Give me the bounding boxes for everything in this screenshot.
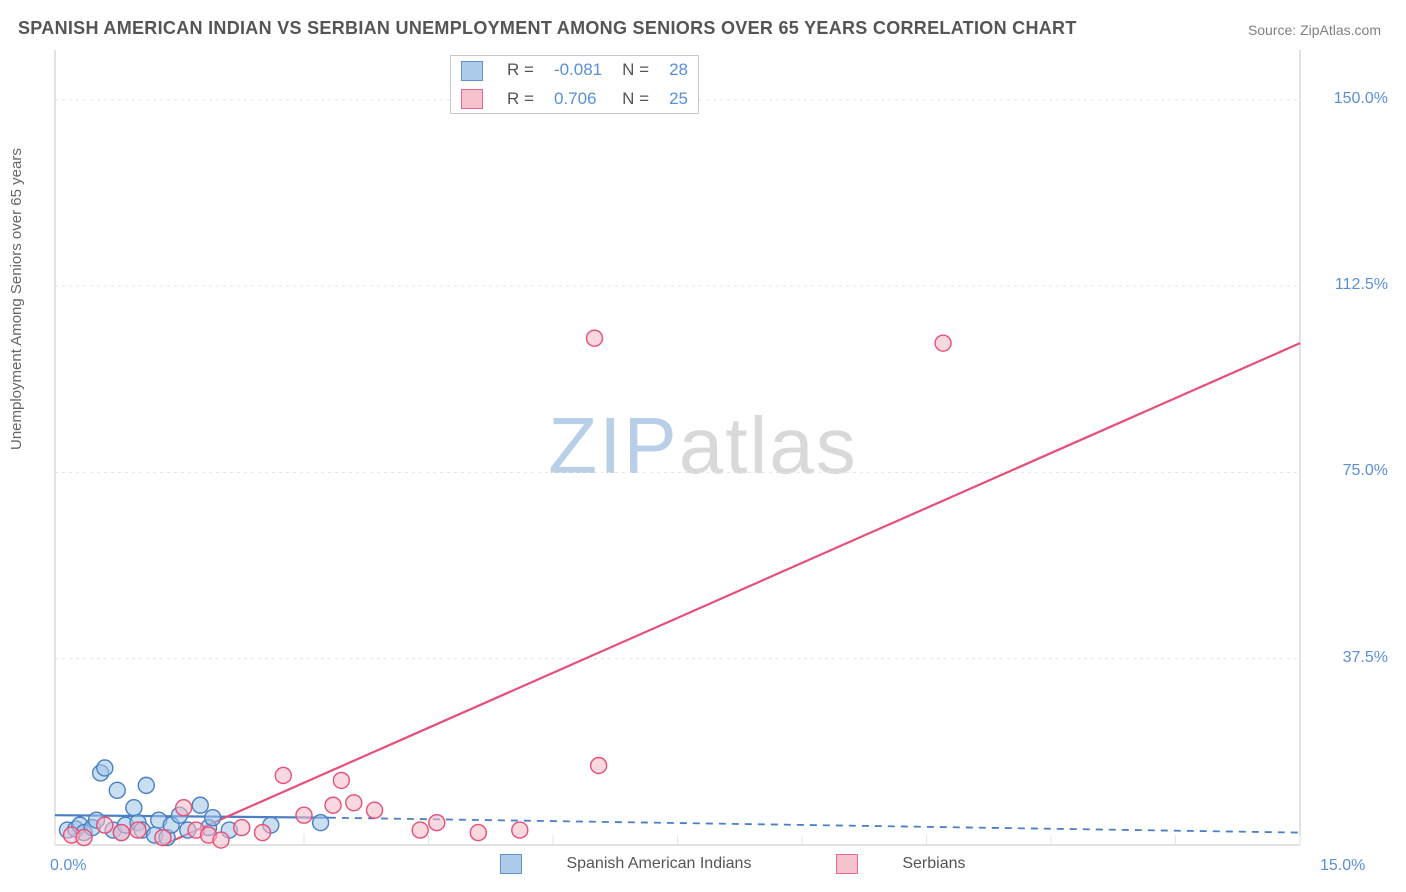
y-tick-label: 37.5%	[1343, 649, 1388, 667]
n-value-0: 28	[659, 56, 698, 85]
y-tick-label: 112.5%	[1335, 276, 1388, 294]
series-legend: Spanish American Indians Serbians	[500, 854, 1046, 874]
legend-item-0: Spanish American Indians	[500, 855, 791, 872]
legend-row-series-1: R = 0.706 N = 25	[451, 85, 698, 114]
r-prefix: R =	[507, 60, 534, 79]
r-prefix: R =	[507, 89, 534, 108]
r-value-0: -0.081	[544, 56, 612, 85]
correlation-legend: R = -0.081 N = 28 R = 0.706 N = 25	[450, 55, 699, 114]
legend-swatch-bottom-0	[500, 854, 522, 874]
n-prefix: N =	[622, 89, 649, 108]
chart-title: SPANISH AMERICAN INDIAN VS SERBIAN UNEMP…	[18, 18, 1077, 39]
source-attribution: Source: ZipAtlas.com	[1248, 22, 1381, 38]
legend-row-series-0: R = -0.081 N = 28	[451, 56, 698, 85]
x-axis-max-label: 15.0%	[1320, 857, 1365, 875]
r-value-1: 0.706	[544, 85, 612, 114]
y-tick-label: 150.0%	[1334, 90, 1388, 108]
legend-swatch-bottom-1	[836, 854, 858, 874]
x-axis-min-label: 0.0%	[50, 857, 86, 875]
legend-swatch-1	[461, 89, 483, 109]
y-axis-label: Unemployment Among Seniors over 65 years	[8, 148, 25, 450]
scatter-plot	[50, 50, 1380, 850]
series-name-1: Serbians	[902, 855, 965, 872]
legend-item-1: Serbians	[836, 855, 1006, 872]
y-tick-label: 75.0%	[1343, 462, 1388, 480]
n-prefix: N =	[622, 60, 649, 79]
n-value-1: 25	[659, 85, 698, 114]
legend-swatch-0	[461, 61, 483, 81]
series-name-0: Spanish American Indians	[566, 855, 751, 872]
